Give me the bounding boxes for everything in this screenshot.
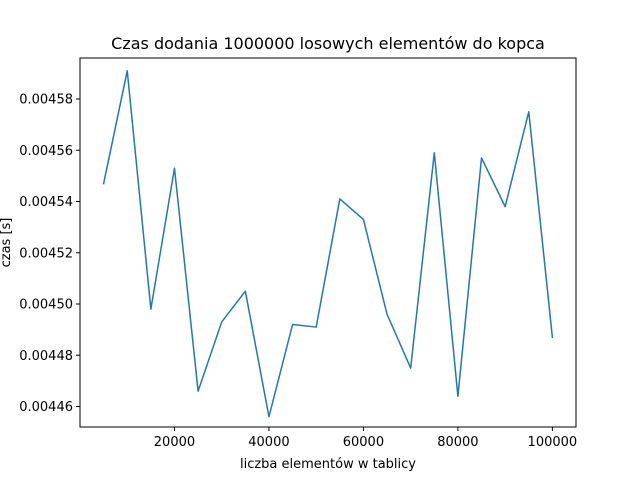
x-axis: 20000 40000 60000 80000 100000 — [154, 427, 577, 450]
x-axis-label: liczba elementów w tablicy — [240, 457, 416, 472]
y-tick-label: 0.00458 — [19, 93, 73, 108]
x-tick-label: 20000 — [154, 435, 195, 450]
plot-frame — [79, 57, 577, 428]
chart-title: Czas dodania 1000000 losowych elementów … — [111, 34, 545, 53]
y-tick-label: 0.00454 — [19, 195, 73, 210]
y-tick-label: 0.00452 — [19, 246, 73, 261]
series-line-0 — [102, 70, 554, 418]
x-tick-label: 100000 — [528, 435, 578, 450]
y-tick-label: 0.00450 — [19, 298, 73, 313]
y-axis-label: czas [s] — [0, 218, 14, 268]
y-tick-label: 0.00446 — [19, 400, 73, 415]
y-tick-label: 0.00448 — [19, 349, 73, 364]
series-layer — [102, 70, 554, 418]
x-tick-label: 80000 — [437, 435, 478, 450]
y-tick-label: 0.00456 — [19, 144, 73, 159]
y-axis: 0.00446 0.00448 0.00450 0.00452 0.00454 0.004… — [19, 93, 80, 415]
x-tick-label: 60000 — [343, 435, 384, 450]
x-tick-label: 40000 — [248, 435, 289, 450]
plot-area — [79, 57, 577, 428]
